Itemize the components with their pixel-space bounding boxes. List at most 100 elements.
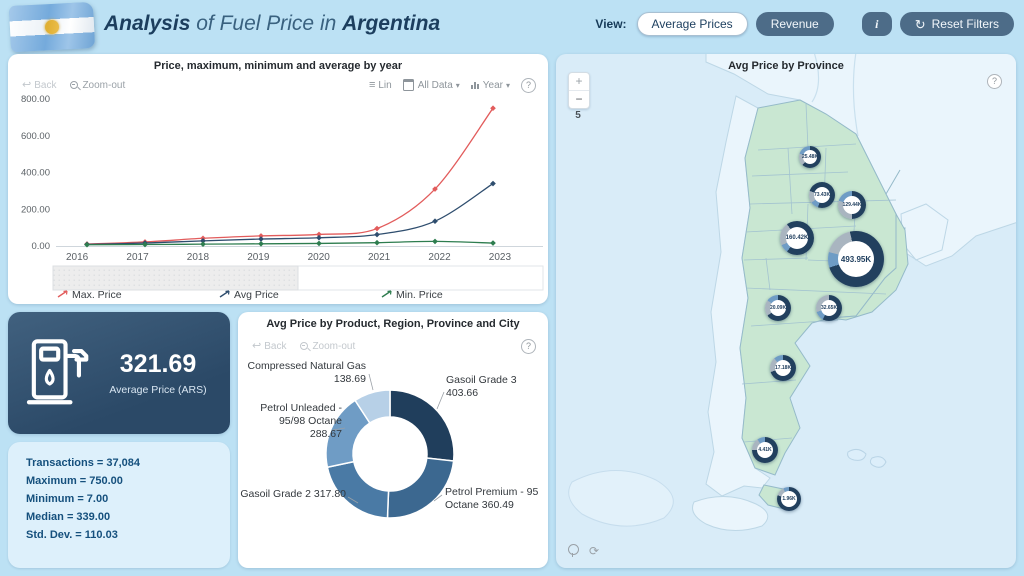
donut-chart-title: Avg Price by Product, Region, Province a…	[266, 318, 520, 330]
svg-text:2019: 2019	[247, 252, 270, 263]
back-button[interactable]: ↩ Back	[252, 339, 287, 352]
map-title: Avg Price by Province	[728, 60, 844, 72]
all-data-dropdown[interactable]: All Data ▾	[402, 79, 460, 91]
chevron-down-icon: ▾	[455, 80, 460, 90]
province-badge-value: 129.44K	[843, 196, 861, 214]
province-badge-value: 17.18K	[775, 360, 791, 376]
map-pin-icon[interactable]	[568, 544, 579, 557]
svg-text:800.00: 800.00	[21, 94, 50, 105]
donut-slice[interactable]	[389, 389, 455, 462]
average-price-card: 321.69 Average Price (ARS)	[8, 312, 230, 434]
app-header: Analysis of Fuel Price in Argentina View…	[0, 0, 1024, 53]
argentina-map	[568, 54, 1016, 531]
province-badge-value: 493.95K	[838, 241, 874, 277]
bar-chart-icon	[470, 81, 479, 89]
province-badge[interactable]: 4.41K	[752, 437, 778, 463]
zoom-out-button[interactable]: Zoom-out	[70, 80, 125, 91]
svg-text:2021: 2021	[368, 252, 391, 263]
page-title: Analysis of Fuel Price in Argentina	[104, 12, 441, 35]
svg-text:400.00: 400.00	[21, 168, 50, 179]
svg-text:200.00: 200.00	[21, 204, 50, 215]
province-badge[interactable]: 493.95K	[828, 231, 884, 287]
statistics-card: Transactions = 37,084 Maximum = 750.00 Min…	[8, 442, 230, 568]
province-badge[interactable]: 20.09K	[765, 295, 791, 321]
zoom-out-icon	[70, 81, 79, 89]
fuel-pump-icon	[26, 339, 89, 405]
province-badge-value: 1.96K	[781, 491, 797, 507]
view-label: View:	[595, 17, 627, 31]
zoom-out-button[interactable]: Zoom-out	[300, 341, 355, 352]
back-icon: ↩	[252, 339, 262, 352]
stat-row: Maximum = 750.00	[26, 475, 123, 487]
svg-text:2018: 2018	[187, 252, 210, 263]
stat-row: Transactions = 37,084	[26, 457, 141, 469]
donut-label: Compressed Natural Gas 138.69	[247, 360, 366, 385]
province-badge-value: 32.65K	[821, 300, 837, 316]
coastline-blob	[568, 470, 674, 527]
donut-label: Gasoil Grade 2 317.80	[240, 488, 346, 500]
svg-text:600.00: 600.00	[21, 131, 50, 142]
avg-price-by-province-panel: Avg Price by Province + − 5 ? 25.48K 73.4…	[556, 54, 1016, 568]
map-zoom-control: + −	[568, 72, 590, 109]
province-badge[interactable]: 160.42K	[780, 221, 814, 255]
donut-label: Petrol Premium - 95 Octane 360.49	[445, 486, 539, 511]
year-granularity-dropdown[interactable]: Year ▾	[470, 80, 510, 91]
line-chart: 0.00 200.00 400.00 600.00 800.00 2016 2017 2018…	[21, 94, 544, 301]
map-refresh-icon[interactable]: ⟳	[589, 544, 600, 558]
province-badge-value: 160.42K	[786, 227, 808, 249]
patagonia-archipelago	[692, 495, 769, 531]
back-icon: ↩	[22, 78, 32, 91]
svg-text:2017: 2017	[126, 252, 149, 263]
avg-price-by-product-panel: Avg Price by Product, Region, Province a…	[238, 312, 548, 568]
legend-item: Max. Price	[72, 289, 122, 301]
province-badge-value: 73.43K	[814, 187, 830, 203]
svg-text:2020: 2020	[308, 252, 331, 263]
province-borders	[741, 103, 897, 443]
donut-slice[interactable]	[354, 389, 391, 425]
svg-text:2022: 2022	[428, 252, 451, 263]
islands-shape	[847, 448, 887, 468]
help-icon[interactable]: ?	[987, 74, 1002, 89]
stat-row: Std. Dev. = 110.03	[26, 529, 118, 541]
legend-item: Min. Price	[396, 289, 443, 301]
donut-chart	[325, 373, 455, 519]
stat-row: Median = 339.00	[26, 511, 111, 523]
reset-filters-button[interactable]: ↻ Reset Filters	[899, 12, 1014, 36]
donut-label: Petrol Unleaded -95/98 Octane 288.67	[260, 402, 342, 440]
reset-icon: ↻	[914, 16, 926, 32]
province-badge-value: 4.41K	[757, 442, 773, 458]
province-badge[interactable]: 25.48K	[799, 146, 821, 168]
info-button[interactable]: i	[861, 12, 892, 36]
zoom-in-button[interactable]: +	[575, 74, 583, 88]
chevron-down-icon: ▾	[505, 80, 510, 90]
line-chart-title: Price, maximum, minimum and average by y…	[153, 60, 403, 72]
province-badge[interactable]: 32.65K	[816, 295, 842, 321]
svg-text:0.00: 0.00	[32, 241, 51, 252]
river-lines	[811, 54, 859, 137]
province-badge[interactable]: 73.43K	[809, 182, 835, 208]
province-badge[interactable]: 129.44K	[838, 191, 866, 219]
calendar-icon	[402, 79, 414, 91]
province-badge[interactable]: 17.18K	[770, 355, 796, 381]
argentina-flag	[8, 1, 96, 53]
donut-label: Gasoil Grade 3 403.66	[446, 374, 517, 399]
average-price-value: 321.69	[119, 350, 197, 378]
zoom-out-button[interactable]: −	[569, 90, 589, 108]
province-badge[interactable]: 1.96K	[777, 487, 801, 511]
stat-row: Minimum = 7.00	[26, 493, 109, 505]
statistics-list: Transactions = 37,084 Maximum = 750.00 Min…	[8, 442, 230, 544]
province-badge-value: 25.48K	[802, 150, 818, 164]
revenue-button[interactable]: Revenue	[755, 12, 834, 36]
zoom-out-icon	[300, 342, 309, 350]
zoom-level: 5	[575, 110, 581, 121]
buenos-aires-coast	[829, 212, 909, 321]
average-prices-button[interactable]: Average Prices	[636, 12, 748, 36]
donut-slice[interactable]	[386, 457, 455, 519]
back-button[interactable]: ↩ Back	[22, 78, 57, 91]
linear-scale-toggle[interactable]: ≡ Lin	[368, 78, 392, 91]
price-by-year-panel: Price, maximum, minimum and average by y…	[8, 54, 548, 304]
svg-text:2023: 2023	[489, 252, 512, 263]
help-icon[interactable]: ?	[521, 77, 536, 93]
list-icon: ≡	[368, 78, 376, 91]
help-icon[interactable]: ?	[521, 338, 536, 354]
